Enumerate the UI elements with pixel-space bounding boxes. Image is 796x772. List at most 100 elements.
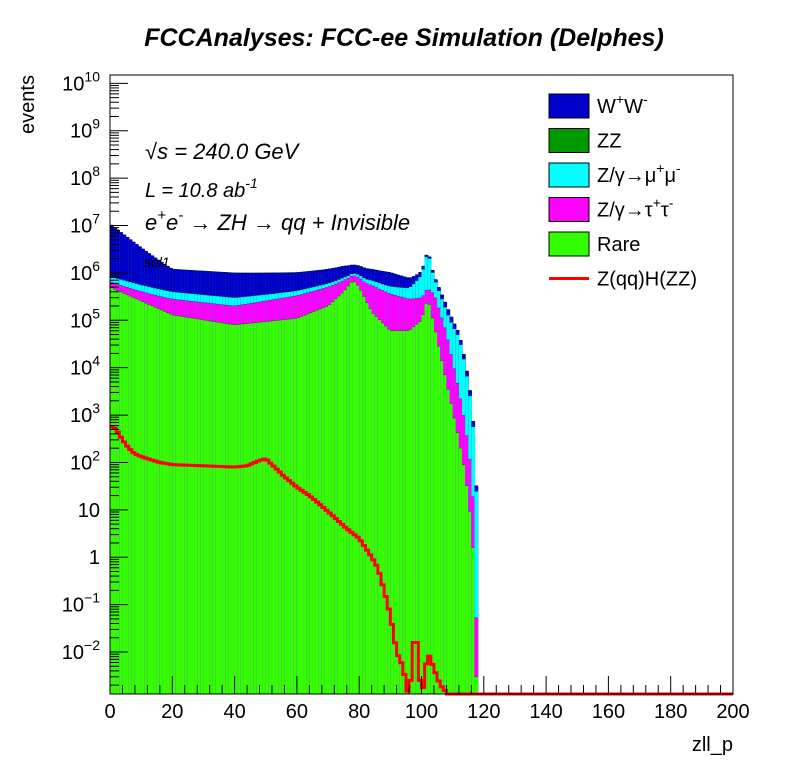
bar-rare [240, 324, 245, 694]
bar-rare [343, 289, 348, 694]
legend-label: Rare [597, 234, 640, 256]
bar-rare [281, 319, 286, 694]
bar-rare [265, 321, 270, 694]
bar-rare [125, 294, 130, 694]
x-tick-label: 180 [654, 701, 687, 723]
selection-label: sel1 [144, 254, 170, 270]
bar-rare [131, 297, 136, 694]
bar-rare [128, 296, 133, 694]
bar-rare [461, 464, 466, 694]
y-tick-label: 107 [70, 211, 100, 238]
bar-rare [300, 316, 304, 694]
bar-rare [362, 296, 367, 694]
x-tick-label: 20 [161, 701, 183, 723]
legend-swatch [548, 197, 590, 222]
legend-entry-ww: W+W- [548, 91, 648, 119]
bar-rare [349, 282, 354, 694]
bar-rare [365, 302, 370, 694]
bar-rare [356, 285, 360, 694]
y-tick-label: 105 [70, 305, 100, 332]
legend: W+W- ZZ Z/γ→μ+μ- Z/γ→τ+τ- Rare Z(qq)H(ZZ) [548, 91, 697, 291]
y-tick-label: 106 [70, 258, 100, 285]
bar-rare [449, 403, 454, 694]
bar-rare [222, 323, 226, 694]
bar-rare [293, 318, 298, 694]
bar-rare [458, 448, 463, 694]
x-axis-label: zll_p [692, 734, 733, 756]
bar-rare [409, 329, 413, 694]
y-tick-label: 10−2 [62, 637, 100, 664]
y-tick-label: 1010 [62, 68, 100, 95]
bar-rare [262, 321, 267, 694]
bar-rare [116, 290, 120, 694]
bar-rare [181, 316, 186, 694]
bar-rare [169, 314, 173, 694]
bar-rare [412, 326, 416, 694]
bar-rare [134, 298, 139, 694]
bar-rare [393, 330, 398, 694]
bar-rare [178, 316, 183, 694]
bar-rare [253, 322, 257, 694]
bar-rare [162, 311, 167, 694]
y-tick-label: 10 [78, 500, 100, 522]
bar-rare [331, 301, 335, 694]
bar-rare [172, 315, 177, 694]
y-tick-label: 1 [89, 547, 100, 569]
bar-rare [219, 322, 223, 694]
bar-rare [474, 676, 479, 694]
bar-rare [225, 323, 229, 694]
bar-rare [197, 319, 201, 694]
bar-rare [284, 319, 289, 694]
bar-rare [443, 374, 448, 694]
lumi-text: L = 10.8 ab [145, 180, 245, 202]
bar-rare [237, 324, 242, 694]
legend-swatch [548, 231, 590, 257]
legend-entry-rare: Rare [548, 231, 640, 257]
process-annotation: e+e- → ZH → qq + Invisible [145, 207, 410, 235]
bar-rare [328, 304, 332, 694]
legend-swatch [548, 93, 590, 119]
bar-rare [259, 322, 264, 694]
sqrts-value: = 240.0 GeV [168, 139, 301, 164]
bar-rare [384, 326, 388, 694]
bar-mumu [474, 491, 479, 694]
bar-rare [209, 321, 214, 694]
bar-rare [122, 293, 127, 694]
legend-label: Z/γ→τ+τ- [597, 195, 674, 222]
bar-rare [377, 319, 382, 694]
y-axis: 10−2 10−1 1 10 102 103 104 105 106 107 108 109 1010 [62, 68, 128, 686]
bar-rare [421, 314, 426, 694]
stack-edge-tautau [110, 275, 478, 618]
legend-entry-tautau: Z/γ→τ+τ- [548, 195, 674, 222]
x-tick-label: 160 [592, 701, 625, 723]
bar-rare [359, 290, 363, 694]
bar-rare [228, 324, 233, 694]
bar-rare [119, 292, 124, 694]
bar-rare [215, 322, 220, 694]
bar-rare [190, 318, 195, 694]
bar-rare [268, 321, 273, 694]
bar-rare [346, 286, 351, 694]
bar-rare [113, 289, 117, 694]
bar-rare [296, 317, 301, 694]
bar-rare [290, 318, 295, 694]
bar-rare [468, 511, 472, 694]
bar-rare [324, 306, 329, 694]
bar-rare [203, 320, 208, 694]
bar-rare [141, 301, 145, 694]
bar-rare [306, 314, 310, 694]
bar-rare [440, 360, 444, 694]
x-tick-label: 140 [529, 701, 562, 723]
bar-rare [387, 329, 391, 694]
x-tick-label: 100 [405, 701, 438, 723]
y-axis-label: events [17, 75, 39, 134]
bar-rare [471, 547, 476, 694]
bar-rare [156, 308, 161, 694]
bar-rare [427, 304, 432, 694]
bar-rare [110, 287, 114, 694]
bar-rare [415, 324, 419, 694]
bar-rare [144, 303, 148, 694]
bar-rare [278, 320, 282, 694]
bar-rare [337, 296, 342, 694]
bar-rare [234, 324, 239, 694]
